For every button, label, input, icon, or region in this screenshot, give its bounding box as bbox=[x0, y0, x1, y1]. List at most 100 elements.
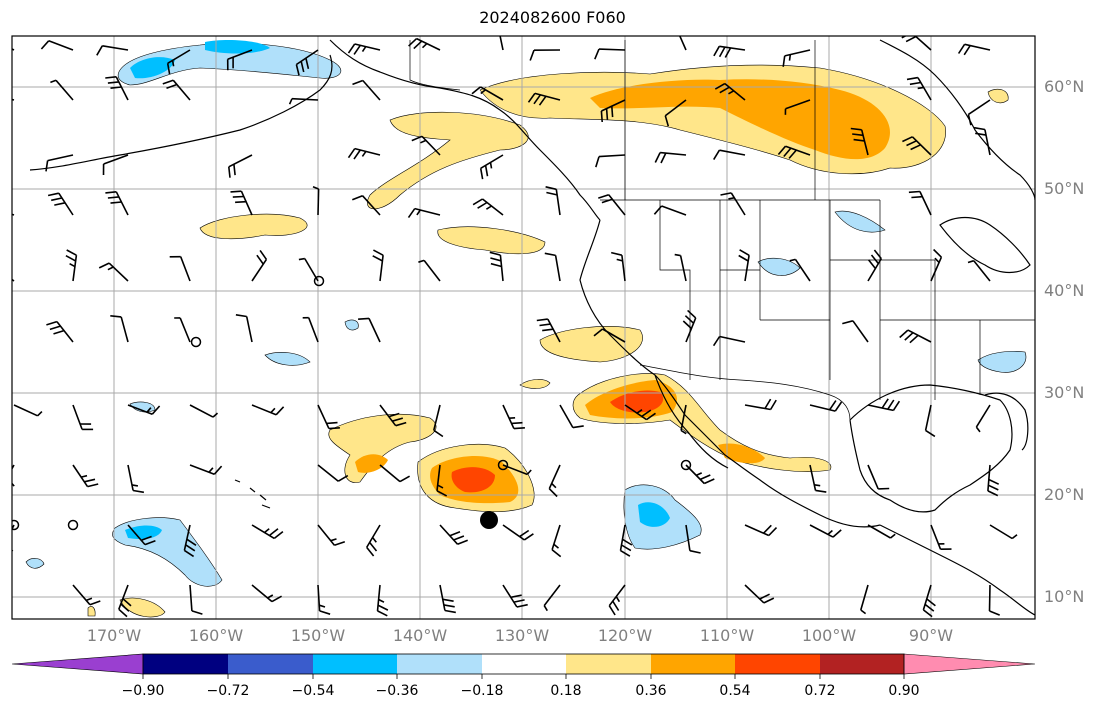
colorbar-tick-label: 0.54 bbox=[719, 683, 751, 699]
wind-barb-feather bbox=[620, 549, 631, 557]
wind-barb bbox=[678, 36, 687, 51]
wind-barb bbox=[809, 464, 817, 491]
wind-barb bbox=[362, 79, 381, 101]
wind-barb bbox=[172, 79, 191, 101]
wind-barb-feather bbox=[957, 43, 966, 54]
wind-barb-feather bbox=[680, 429, 687, 435]
wind-barb bbox=[664, 99, 687, 117]
wind-barb-feather bbox=[909, 334, 919, 344]
wind-barb bbox=[179, 317, 191, 343]
wind-barb-feather bbox=[66, 249, 77, 256]
wind-barb bbox=[719, 45, 746, 51]
wind-barb-feather bbox=[305, 57, 310, 69]
wind-barb bbox=[598, 48, 626, 51]
wind-barb bbox=[924, 404, 932, 431]
wind-barb bbox=[317, 404, 330, 429]
wind-barb-feather bbox=[472, 198, 483, 206]
wind-barb-feather bbox=[594, 48, 600, 60]
wind-barb-feather bbox=[493, 29, 499, 30]
wind-barb-feather bbox=[829, 400, 837, 411]
wind-barb-feather bbox=[719, 86, 730, 94]
contour-light-blue bbox=[757, 257, 801, 276]
wind-barb-feather bbox=[788, 54, 792, 61]
colorbar-tick-label: 0.90 bbox=[888, 683, 920, 699]
contour-red bbox=[610, 390, 664, 413]
wind-barb-feather bbox=[539, 323, 551, 327]
wind-barb bbox=[379, 255, 384, 282]
wind-barb-feather bbox=[788, 149, 797, 159]
wind-barb-feather bbox=[47, 192, 59, 197]
wind-barb-feather bbox=[536, 318, 548, 322]
wind-barb-feather bbox=[96, 45, 103, 56]
wind-barb bbox=[179, 256, 191, 282]
wind-barb-feather bbox=[973, 126, 986, 131]
wind-barb bbox=[922, 584, 932, 611]
wind-barb-feather bbox=[256, 254, 264, 265]
wind-barb-feather bbox=[887, 399, 895, 410]
wind-barb bbox=[744, 255, 750, 282]
us-mexico-border bbox=[639, 364, 851, 421]
wind-barb bbox=[361, 195, 381, 216]
colorbar-segment bbox=[143, 654, 228, 674]
wind-barb-feather bbox=[827, 529, 833, 536]
lat-label: 30°N bbox=[1044, 383, 1085, 402]
wind-barb-feather bbox=[728, 90, 735, 95]
wind-barb-feather bbox=[233, 164, 236, 176]
wind-barb bbox=[317, 584, 321, 611]
wind-barb-feather bbox=[646, 412, 656, 421]
wind-barb-feather bbox=[107, 196, 119, 199]
contour-yellow bbox=[437, 226, 546, 255]
lat-label: 40°N bbox=[1044, 281, 1085, 300]
wind-barb-feather bbox=[413, 40, 423, 50]
wind-barb-feather bbox=[235, 314, 247, 318]
wind-barb-feather bbox=[235, 200, 247, 204]
map-panel bbox=[12, 29, 1035, 619]
contour-light-blue bbox=[344, 319, 359, 331]
wind-barb-feather bbox=[904, 332, 914, 341]
colorbar-segment bbox=[820, 654, 904, 674]
wind-barb-feather bbox=[611, 251, 623, 256]
wind-barb-feather bbox=[361, 150, 367, 157]
wind-barb-feather bbox=[352, 79, 364, 86]
wind-barb-feather bbox=[489, 251, 501, 256]
wind-barb bbox=[354, 43, 381, 51]
wind-barb-feather bbox=[146, 407, 152, 413]
colorbar-tick-label: −0.18 bbox=[460, 683, 504, 699]
wind-barb-feather bbox=[377, 610, 388, 617]
wind-barb-feather bbox=[319, 610, 331, 615]
wind-barb-feather bbox=[654, 152, 661, 163]
wind-barb-feather bbox=[185, 544, 196, 552]
colorbar-segment bbox=[228, 654, 313, 674]
wind-barb-feather bbox=[911, 195, 923, 199]
wind-barb-feather bbox=[622, 538, 633, 546]
wind-barb-feather bbox=[516, 603, 528, 608]
wind-barb bbox=[103, 154, 129, 165]
wind-barb bbox=[189, 404, 214, 418]
wind-barb-feather bbox=[264, 528, 270, 534]
coastlines bbox=[29, 39, 1035, 616]
wind-barb-feather bbox=[416, 209, 421, 216]
wind-barb-feather bbox=[975, 426, 981, 433]
contour-sky-blue bbox=[638, 502, 670, 527]
wind-barb bbox=[914, 36, 932, 51]
wind-barb-feather bbox=[132, 489, 145, 494]
wind-barb-feather bbox=[371, 537, 377, 543]
wind-barb-feather bbox=[615, 596, 621, 603]
wind-barb bbox=[439, 584, 446, 611]
wind-barb-feather bbox=[208, 467, 214, 473]
map-frame bbox=[11, 35, 1036, 620]
wind-barb-feather bbox=[909, 81, 921, 86]
wind-barb bbox=[724, 82, 746, 101]
wind-barb-feather bbox=[12, 482, 15, 487]
colorbar-tick-label: −0.36 bbox=[375, 683, 419, 699]
wind-barb-feather bbox=[420, 139, 427, 144]
wind-barb-feather bbox=[105, 76, 117, 79]
wind-barb bbox=[548, 464, 561, 490]
wind-barb bbox=[13, 404, 38, 417]
contour-light-blue bbox=[117, 42, 342, 86]
wind-barb-feather bbox=[538, 95, 547, 106]
wind-barb-feather bbox=[967, 114, 972, 126]
wind-barb-feather bbox=[548, 488, 558, 498]
wind-barb-feather bbox=[987, 484, 999, 491]
wind-barb-feather bbox=[834, 401, 843, 412]
